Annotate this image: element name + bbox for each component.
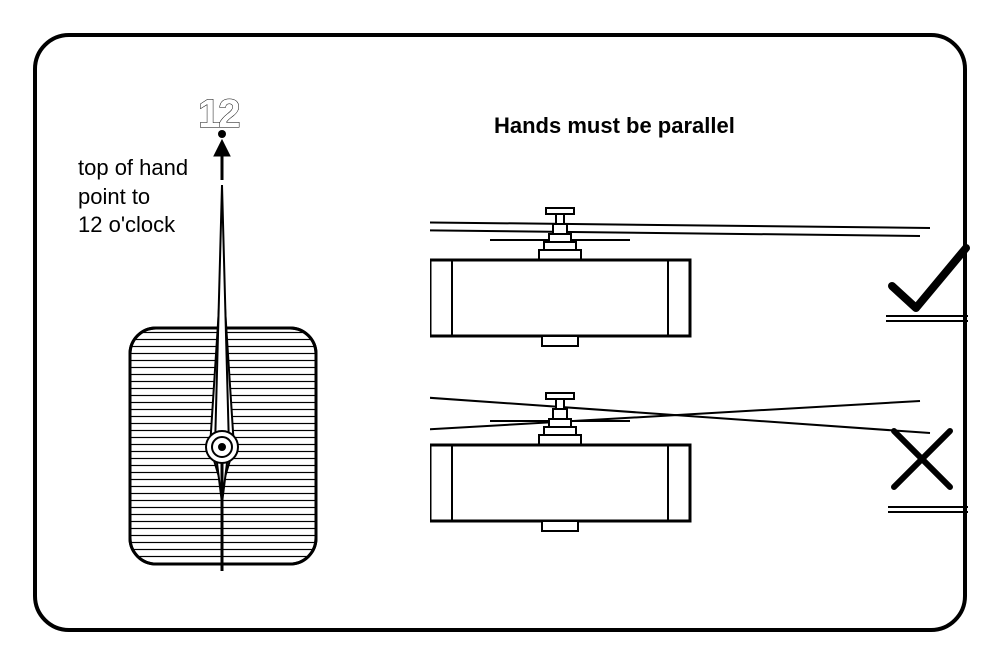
side-view-correct: [430, 190, 990, 360]
check-icon: [892, 248, 966, 308]
left-diagram: [0, 0, 400, 640]
side-view-incorrect: [430, 375, 990, 555]
shaft-steps-a: [539, 208, 581, 260]
cross-underline: [888, 507, 968, 512]
dot-under-12: [218, 130, 226, 138]
mechanism-body-a: [430, 260, 690, 346]
cross-icon: [894, 431, 950, 487]
center-hub: [206, 431, 238, 463]
mechanism-body-b: [430, 445, 690, 531]
instruction-right-title: Hands must be parallel: [494, 112, 735, 141]
check-underline: [886, 316, 968, 321]
shaft-steps-b: [539, 393, 581, 445]
diagram-page: 12 top of hand point to 12 o'clock Hands…: [0, 0, 1000, 665]
nonparallel-hands-lines: [430, 395, 930, 433]
up-arrow-icon: [214, 140, 230, 180]
parallel-hands-lines: [430, 222, 930, 240]
